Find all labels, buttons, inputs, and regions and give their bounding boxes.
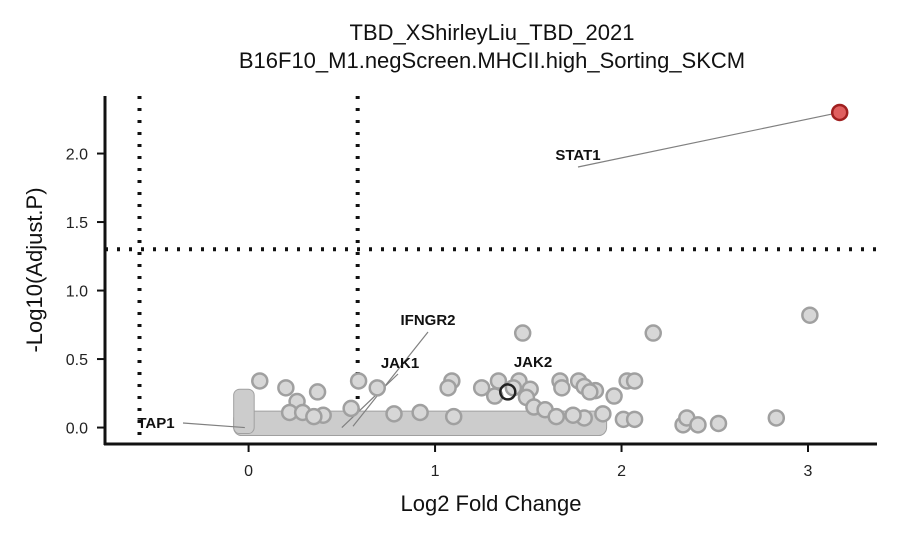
gene-point [689,416,707,434]
gene-point [513,324,532,342]
gene-point [553,379,571,397]
significant-gene-point [830,103,849,122]
axis-ticks: 0 1 2 3 0.0 0.5 1.0 1.5 2.0 [66,147,813,480]
x-tick-label: 3 [804,463,813,480]
leader-line-stat1 [577,111,840,168]
gene-point [594,405,612,423]
x-tick-label: 0 [244,463,253,480]
gene-point [342,399,360,418]
gene-point [277,379,295,397]
label-leader-lines [182,111,840,429]
gene-label-ifngr2: IFNGR2 [400,312,455,329]
gene-point [439,379,457,397]
gene-label-jak2: JAK2 [514,354,552,371]
chart-subtitle: B16F10_M1.negScreen.MHCII.high_Sorting_S… [239,48,745,73]
y-tick-label: 1.0 [66,284,88,301]
x-tick-label: 1 [431,463,440,480]
gene-label-tap1: TAP1 [137,415,174,432]
gene-point [305,407,323,426]
leader-line-tap1 [182,422,245,429]
gene-point [251,372,269,390]
data-points [251,103,849,434]
y-tick-label: 2.0 [66,147,88,164]
gene-point [308,383,327,401]
gene-point [625,410,644,429]
gene-point [801,306,819,324]
x-tick-label: 2 [617,463,626,480]
x-axis-title: Log2 Fold Change [400,491,581,516]
gene-point [564,406,582,424]
y-axis-title: -Log10(Adjust.P) [22,187,47,352]
gene-point [767,409,786,427]
gene-point [411,403,429,422]
point-cloud-column [233,388,255,435]
y-tick-label: 0.5 [66,352,88,369]
gene-point [625,372,644,390]
gene-point [547,407,566,426]
gene-point [605,387,623,405]
y-tick-label: 1.5 [66,215,88,232]
gene-point [581,383,599,401]
y-tick-label: 0.0 [66,421,88,438]
gene-point [444,407,463,426]
gene-label-stat1: STAT1 [555,147,600,164]
leader-line-jak1 [341,373,399,428]
leader-line-ifngr2 [352,331,429,427]
gene-point [709,414,728,433]
highlighted-gene-point [499,383,517,401]
chart-title: TBD_XShirleyLiu_TBD_2021 [350,20,635,45]
gene-point [472,379,491,397]
gene-point [349,372,368,390]
gene-labels: STAT1 IFNGR2 JAK1 JAK2 TAP1 [137,147,600,432]
gene-point [644,324,662,342]
gene-point [368,379,387,397]
gene-label-jak1: JAK1 [381,355,419,372]
gene-point [385,405,403,423]
